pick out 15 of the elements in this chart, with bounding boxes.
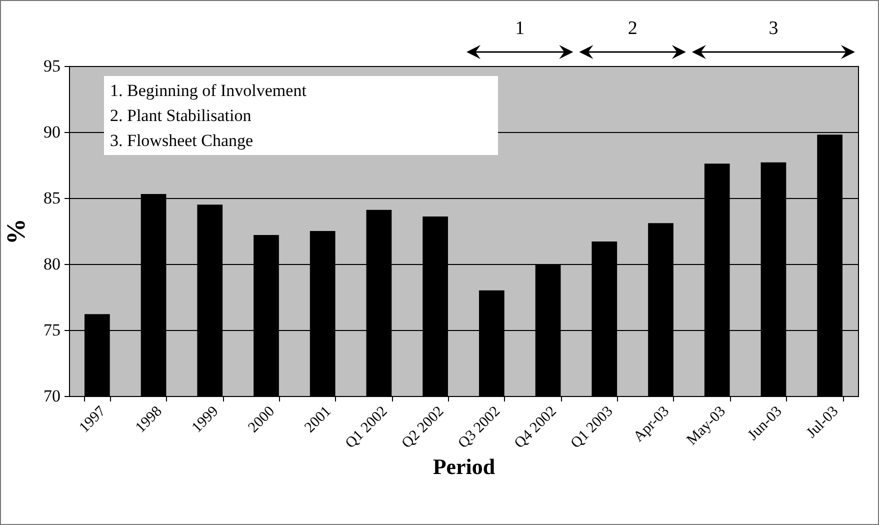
annotation: 3. Flowsheet Change xyxy=(110,130,254,152)
y-tick-label: 90 xyxy=(44,122,60,142)
y-tick-label: 80 xyxy=(44,254,60,274)
text: 3 xyxy=(768,18,778,39)
y-tick-label: 85 xyxy=(44,188,60,208)
text: 1 xyxy=(515,18,525,39)
x-axis-title: Period xyxy=(432,454,496,479)
note-box: 1. Beginning of Involvement 2. Plant Stabilisation 3. Flowsheet Change xyxy=(104,76,498,155)
annotation: 2. Plant Stabilisation xyxy=(110,105,252,127)
y-axis-title: % xyxy=(2,218,30,244)
y-tick-label: 70 xyxy=(44,386,60,406)
annotation: 1. Beginning of Involvement xyxy=(110,80,308,102)
y-tick-label: 95 xyxy=(44,56,60,76)
text: 2 xyxy=(628,18,638,39)
y-tick-label: 75 xyxy=(44,320,60,340)
